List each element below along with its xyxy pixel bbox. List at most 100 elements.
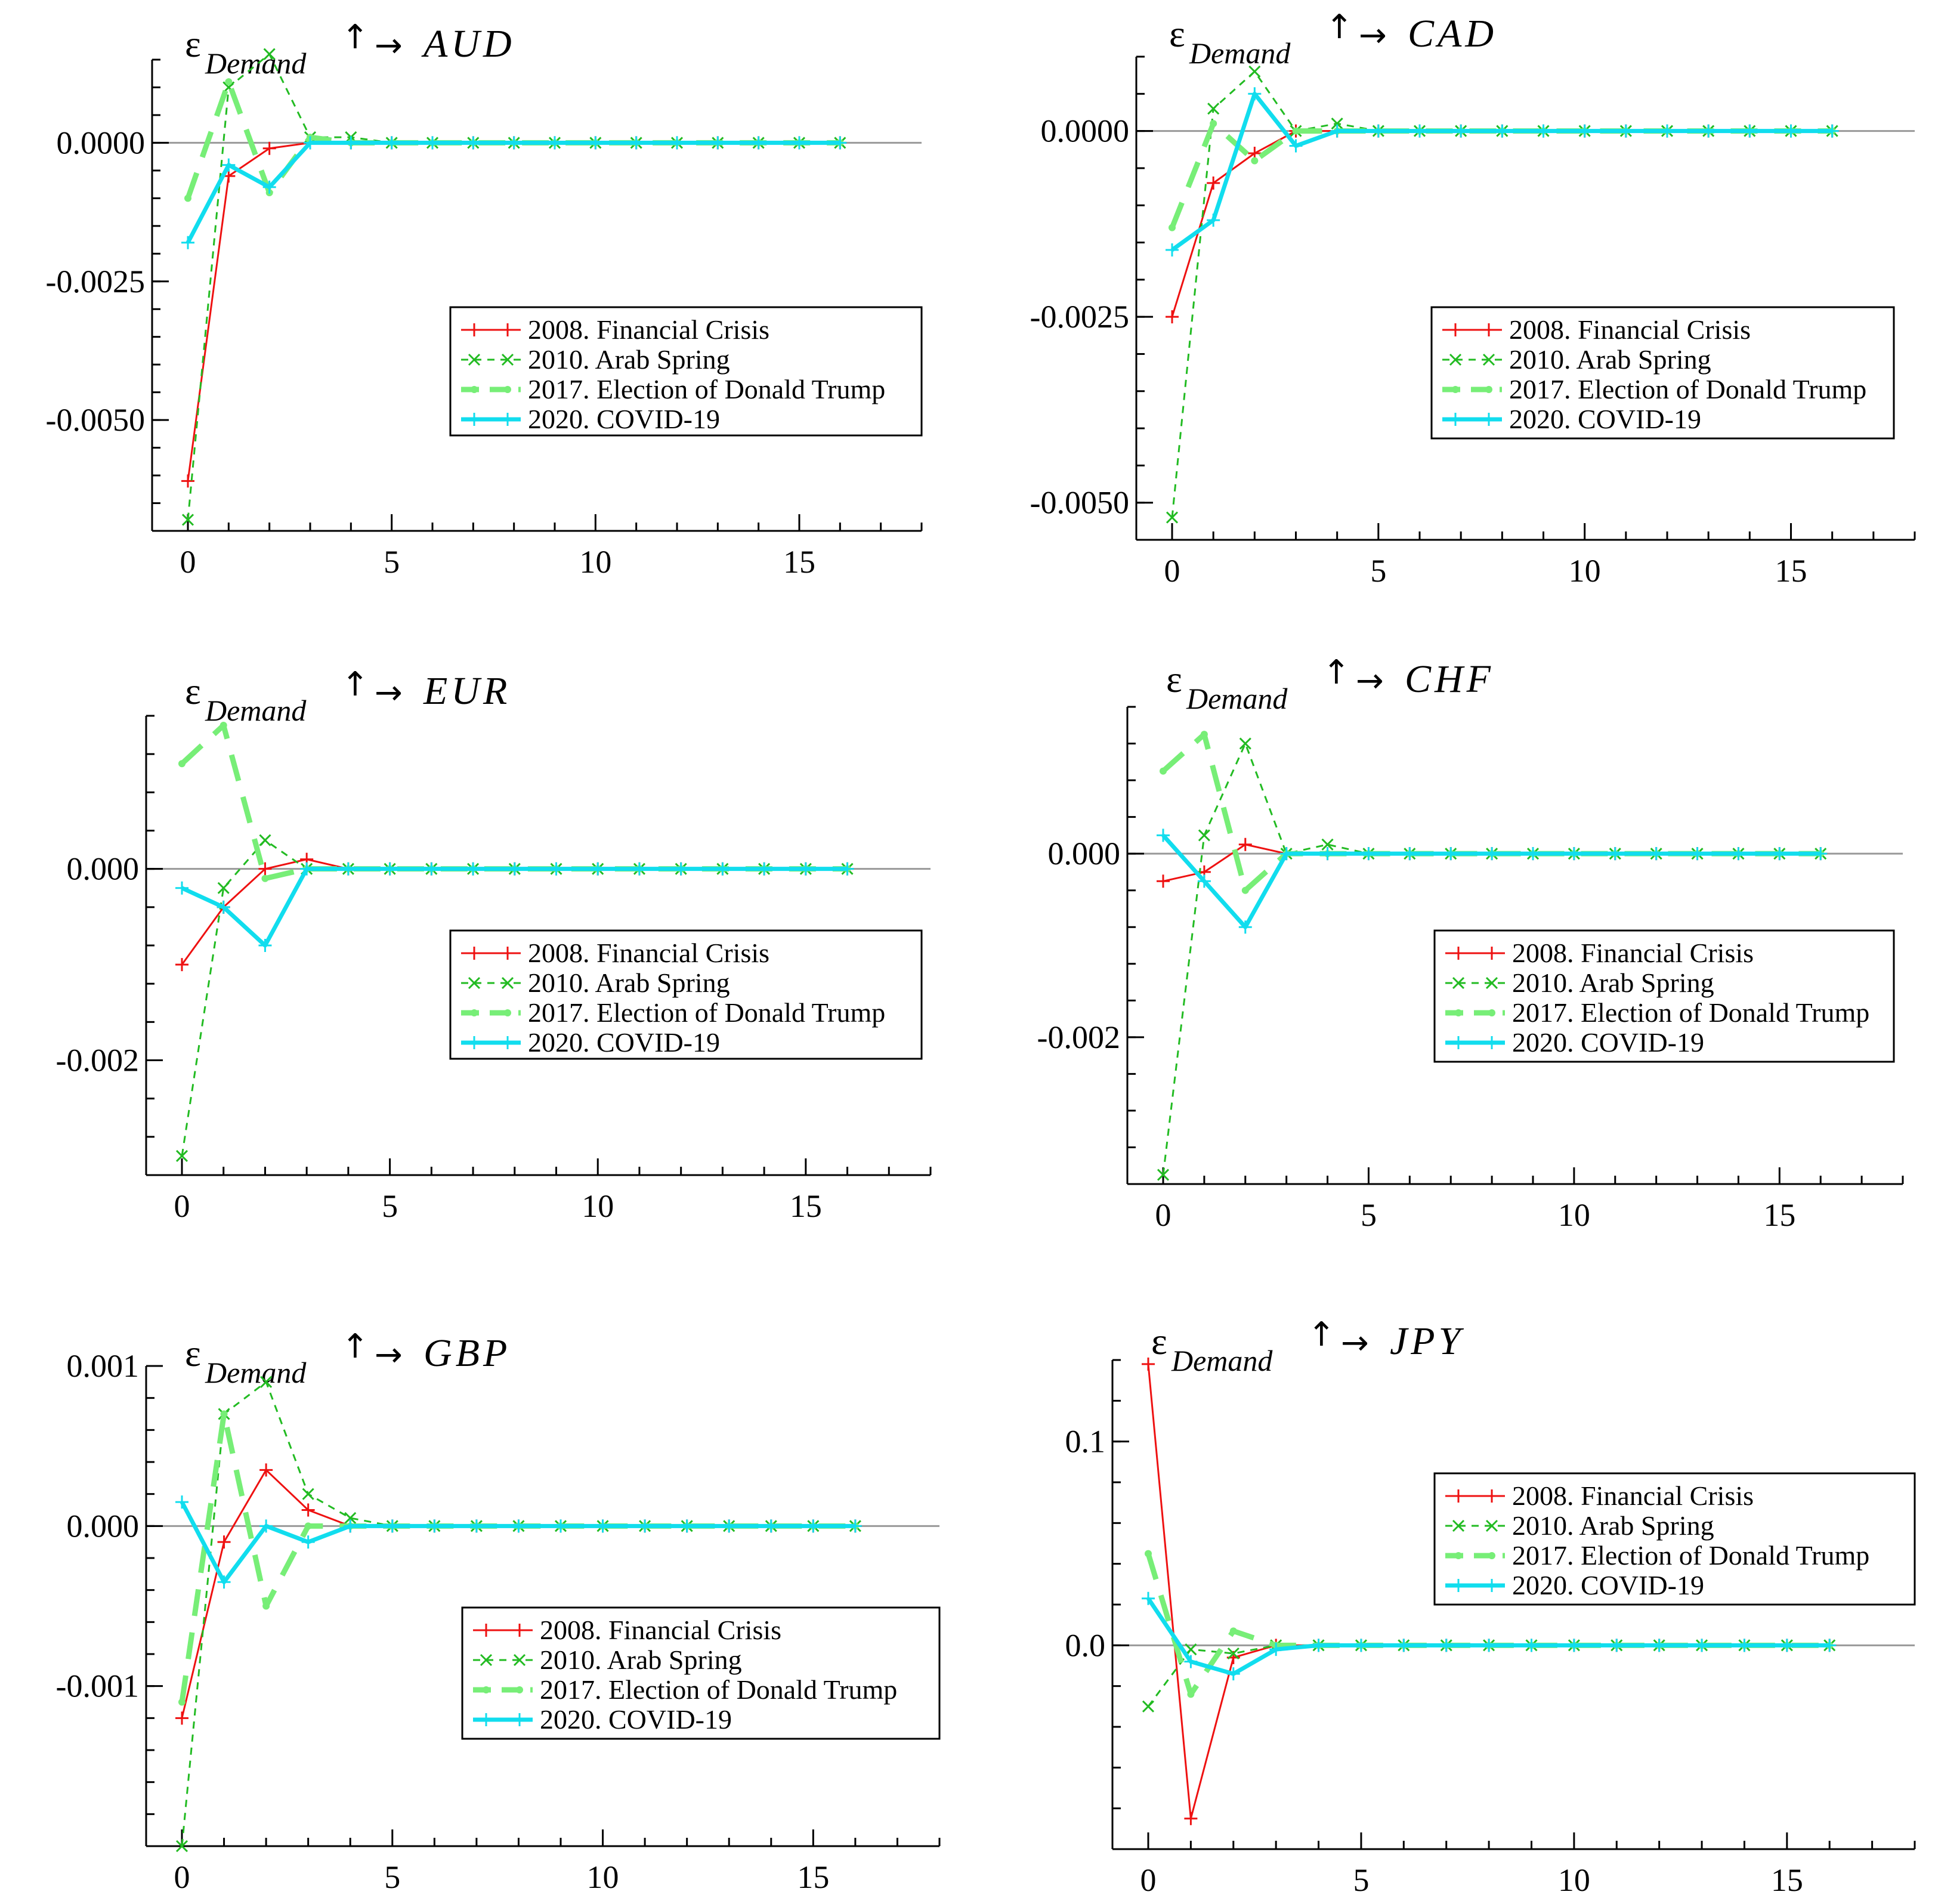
x-tick-label-eur: 10	[582, 1188, 614, 1224]
legend-marker-3-jpy	[1488, 1552, 1495, 1559]
data-point-4-jpy	[1312, 1639, 1325, 1652]
legend-label-2-gbp: 2010. Arab Spring	[540, 1645, 742, 1675]
legend-marker-2-cad	[1449, 353, 1462, 366]
chart-title-up-chf: ↑	[1322, 653, 1350, 692]
x-tick-label-cad: 10	[1569, 553, 1601, 589]
series-3-eur	[178, 722, 851, 882]
data-point-4-eur	[175, 881, 188, 895]
data-point-3-eur	[261, 874, 269, 882]
chart-title-up-cad: ↑	[1325, 8, 1353, 47]
data-point-4-aud	[222, 158, 236, 172]
data-point-4-chf	[1157, 829, 1170, 842]
data-point-3-aud	[184, 194, 191, 202]
x-tick-label-gbp: 0	[174, 1859, 190, 1895]
data-point-4-cad	[1661, 124, 1674, 138]
legend-marker-1-cad	[1482, 323, 1495, 336]
data-point-2-cad	[1248, 65, 1261, 78]
y-tick-label-gbp: 0.000	[67, 1508, 140, 1544]
data-point-4-aud	[385, 136, 398, 150]
data-point-4-aud	[629, 136, 643, 150]
data-point-4-chf	[1444, 847, 1458, 861]
legend-label-2-eur: 2010. Arab Spring	[528, 968, 730, 998]
data-point-4-jpy	[1226, 1667, 1240, 1681]
chart-title-epsilon-cad: ε	[1169, 13, 1185, 55]
data-point-4-cad	[1166, 243, 1179, 256]
data-point-3-eur	[220, 722, 227, 730]
legend-marker-2-jpy	[1452, 1519, 1465, 1532]
data-point-3-jpy	[1145, 1550, 1152, 1557]
series-4-cad	[1166, 87, 1839, 256]
x-tick-label-chf: 10	[1558, 1197, 1590, 1233]
data-point-4-cad	[1743, 124, 1757, 138]
series-line-4-aud	[186, 140, 840, 244]
y-tick-label-aud: -0.0050	[46, 402, 145, 438]
legend-marker-4-eur	[501, 1036, 514, 1049]
data-point-4-aud	[344, 136, 358, 150]
legend-label-3-chf: 2017. Election of Donald Trump	[1512, 997, 1869, 1028]
data-point-1-gbp	[301, 1503, 315, 1517]
chart-title-currency-eur: EUR	[423, 669, 511, 713]
data-point-4-gbp	[469, 1519, 483, 1533]
data-point-4-gbp	[848, 1519, 862, 1533]
data-point-2-aud	[263, 48, 276, 60]
x-tick-label-chf: 15	[1763, 1197, 1795, 1233]
data-point-4-jpy	[1738, 1639, 1751, 1652]
legend-label-1-gbp: 2008. Financial Crisis	[540, 1615, 781, 1645]
data-point-2-chf	[1321, 838, 1334, 851]
chart-title-epsilon-chf: ε	[1166, 658, 1182, 700]
data-point-4-gbp	[638, 1519, 652, 1533]
series-line-3-eur	[180, 722, 848, 882]
y-tick-label-gbp: 0.001	[67, 1348, 140, 1384]
data-point-1-gbp	[217, 1535, 231, 1549]
y-tick-label-jpy: 0.1	[1065, 1424, 1106, 1460]
data-point-4-chf	[1238, 920, 1252, 934]
series-line-3-chf	[1161, 731, 1821, 894]
legend-marker-3-chf	[1488, 1009, 1495, 1016]
data-point-4-gbp	[428, 1519, 441, 1533]
chart-title-subscript-gbp: Demand	[205, 1356, 307, 1389]
legend-label-3-aud: 2017. Election of Donald Trump	[528, 374, 885, 404]
chart-title-subscript-cad: Demand	[1189, 36, 1291, 70]
data-point-3-gbp	[178, 1698, 186, 1706]
legend-marker-4-cad	[1482, 413, 1495, 426]
legend-label-2-chf: 2010. Arab Spring	[1512, 968, 1714, 998]
data-point-4-cad	[1330, 124, 1344, 138]
data-point-4-eur	[632, 862, 646, 876]
legend-marker-1-jpy	[1485, 1489, 1498, 1503]
data-point-4-cad	[1619, 124, 1633, 138]
legend-box-aud	[449, 306, 923, 437]
data-point-2-aud	[181, 514, 194, 526]
legend-label-1-chf: 2008. Financial Crisis	[1512, 938, 1754, 968]
data-point-3-gbp	[220, 1410, 228, 1418]
legend-label-3-eur: 2017. Election of Donald Trump	[528, 997, 885, 1028]
data-point-4-gbp	[175, 1495, 188, 1509]
data-point-4-eur	[674, 862, 688, 876]
panel-eur: 0 5 10 15 0.000 -0.002 ε Demand ↑ → EUR 2008. Finan…	[56, 665, 932, 1224]
data-point-2-gbp	[175, 1840, 188, 1853]
legend-marker-3-aud	[471, 386, 478, 393]
chart-title-arrow-aud: →	[375, 26, 403, 65]
chart-title-up-jpy: ↑	[1307, 1315, 1336, 1354]
x-tick-label-aud: 5	[384, 544, 400, 580]
data-point-2-cad	[1331, 118, 1343, 130]
data-point-2-eur	[259, 834, 271, 846]
data-point-2-chf	[1157, 1169, 1170, 1181]
x-tick-label-aud: 0	[180, 544, 196, 580]
data-point-4-aud	[181, 236, 194, 249]
legend-marker-2-chf	[1485, 976, 1498, 990]
data-point-4-jpy	[1184, 1655, 1198, 1668]
series-4-chf	[1157, 829, 1828, 934]
data-point-4-cad	[1289, 139, 1303, 153]
panel-cad: 0 5 10 15 0.0000 -0.0025 -0.0050 ε Demand ↑ → CAD 20…	[1030, 8, 1916, 589]
data-point-3-gbp	[262, 1602, 270, 1610]
legend-marker-2-eur	[468, 976, 481, 990]
data-point-4-gbp	[554, 1519, 567, 1533]
x-tick-label-chf: 5	[1361, 1197, 1377, 1233]
legend-marker-3-jpy	[1455, 1552, 1462, 1559]
data-point-4-chf	[1321, 847, 1334, 861]
data-point-4-aud	[507, 136, 521, 150]
data-point-4-eur	[549, 862, 563, 876]
legend-marker-4-gbp	[480, 1713, 493, 1726]
data-point-4-eur	[425, 862, 438, 876]
